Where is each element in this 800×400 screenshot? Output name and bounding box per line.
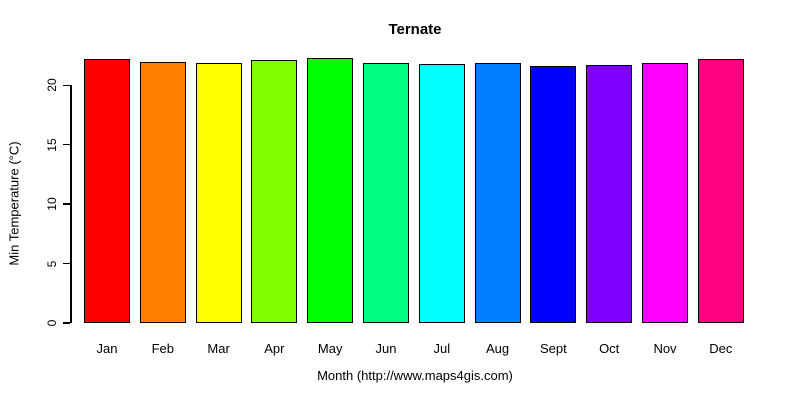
bar-sept bbox=[530, 66, 577, 323]
x-tick-label-sept: Sept bbox=[540, 341, 567, 356]
chart-title: Ternate bbox=[388, 21, 442, 38]
y-tick-15 bbox=[63, 143, 70, 146]
x-tick-label-dec: Dec bbox=[709, 341, 733, 356]
y-tick-20 bbox=[63, 84, 70, 87]
y-tick-0 bbox=[63, 322, 70, 324]
bar-oct bbox=[586, 65, 633, 323]
x-tick-label-apr: Apr bbox=[264, 341, 285, 356]
y-tick-label-15: 15 bbox=[45, 138, 59, 152]
bar-dec bbox=[697, 59, 744, 323]
bar-may bbox=[307, 57, 354, 323]
x-tick-label-feb: Feb bbox=[151, 341, 174, 356]
bar-aug bbox=[474, 62, 521, 323]
bar-apr bbox=[251, 60, 298, 323]
bar-jun bbox=[363, 62, 409, 323]
x-tick-label-jun: Jun bbox=[375, 341, 397, 356]
x-tick-label-nov: Nov bbox=[653, 341, 677, 356]
bar-jul bbox=[418, 63, 465, 323]
bar-mar bbox=[195, 62, 242, 323]
y-tick-10 bbox=[63, 203, 70, 205]
x-tick-label-jul: Jul bbox=[433, 341, 451, 356]
x-tick-label-mar: Mar bbox=[207, 341, 230, 356]
bar-jan bbox=[84, 59, 130, 323]
x-tick-label-aug: Aug bbox=[486, 341, 510, 356]
x-tick-label-may: May bbox=[317, 341, 343, 356]
y-tick-label-0: 0 bbox=[45, 319, 59, 327]
bar-feb bbox=[139, 61, 186, 323]
bar-nov bbox=[642, 62, 688, 323]
y-tick-label-10: 10 bbox=[45, 197, 59, 211]
x-tick-label-oct: Oct bbox=[599, 341, 620, 356]
x-axis-label: Month (http://www.maps4gis.com) bbox=[317, 368, 513, 383]
y-tick-label-5: 5 bbox=[45, 260, 59, 267]
y-tick-5 bbox=[63, 262, 70, 265]
y-axis-label: Min Temperature (°C) bbox=[6, 141, 22, 266]
y-tick-label-20: 20 bbox=[45, 78, 59, 92]
x-tick-label-jan: Jan bbox=[96, 341, 118, 356]
y-axis-line bbox=[70, 85, 72, 323]
